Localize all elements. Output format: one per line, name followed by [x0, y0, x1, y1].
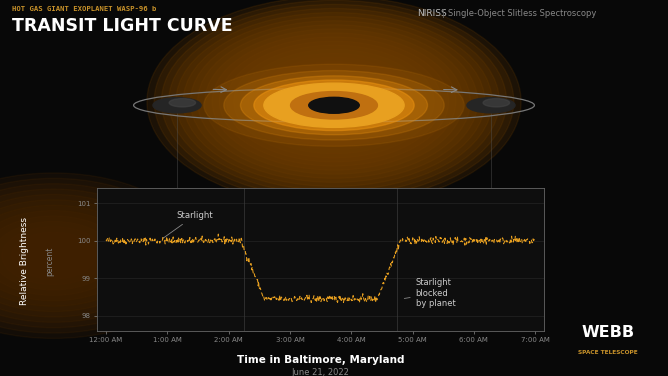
- Circle shape: [254, 80, 414, 130]
- Circle shape: [162, 5, 506, 199]
- Circle shape: [248, 53, 420, 150]
- Circle shape: [255, 57, 413, 146]
- Circle shape: [0, 205, 143, 306]
- Text: Relative Brightness: Relative Brightness: [20, 217, 29, 305]
- Circle shape: [0, 189, 172, 322]
- Circle shape: [153, 98, 201, 113]
- Circle shape: [234, 45, 434, 158]
- Circle shape: [0, 211, 134, 301]
- Text: TRANSIT LIGHT CURVE: TRANSIT LIGHT CURVE: [12, 17, 232, 35]
- Circle shape: [0, 200, 153, 312]
- Circle shape: [212, 33, 456, 170]
- Circle shape: [0, 178, 191, 333]
- Circle shape: [198, 25, 470, 178]
- Circle shape: [205, 29, 463, 174]
- Circle shape: [270, 65, 398, 138]
- Text: percent: percent: [45, 247, 54, 276]
- Text: |: |: [442, 9, 445, 18]
- Circle shape: [291, 92, 377, 119]
- Text: NIRISS: NIRISS: [418, 9, 448, 18]
- Circle shape: [204, 64, 464, 146]
- Circle shape: [168, 8, 500, 195]
- Circle shape: [169, 99, 196, 107]
- Circle shape: [183, 17, 485, 186]
- Circle shape: [483, 99, 510, 107]
- Circle shape: [264, 83, 404, 127]
- Circle shape: [263, 61, 405, 142]
- Circle shape: [0, 194, 162, 317]
- Text: Starlight: Starlight: [164, 211, 213, 238]
- Circle shape: [224, 71, 444, 140]
- Circle shape: [226, 41, 442, 162]
- Circle shape: [311, 98, 357, 113]
- Text: June 21, 2022: June 21, 2022: [292, 368, 349, 376]
- Circle shape: [176, 12, 492, 191]
- Text: HOT GAS GIANT EXOPLANET WASP-96 b: HOT GAS GIANT EXOPLANET WASP-96 b: [12, 6, 156, 12]
- Circle shape: [219, 37, 449, 166]
- Circle shape: [147, 0, 521, 207]
- Text: SPACE TELESCOPE: SPACE TELESCOPE: [578, 350, 638, 355]
- Text: Time in Baltimore, Maryland: Time in Baltimore, Maryland: [237, 355, 404, 365]
- Circle shape: [241, 49, 427, 154]
- Circle shape: [154, 0, 514, 203]
- Text: WEBB: WEBB: [581, 325, 635, 340]
- Circle shape: [309, 97, 359, 113]
- Text: Single-Object Slitless Spectroscopy: Single-Object Slitless Spectroscopy: [448, 9, 596, 18]
- Circle shape: [0, 216, 124, 296]
- Circle shape: [0, 173, 200, 338]
- Circle shape: [190, 21, 478, 182]
- Circle shape: [0, 184, 181, 327]
- Text: Starlight
blocked
by planet: Starlight blocked by planet: [404, 278, 456, 308]
- Circle shape: [467, 98, 515, 113]
- Circle shape: [240, 76, 428, 135]
